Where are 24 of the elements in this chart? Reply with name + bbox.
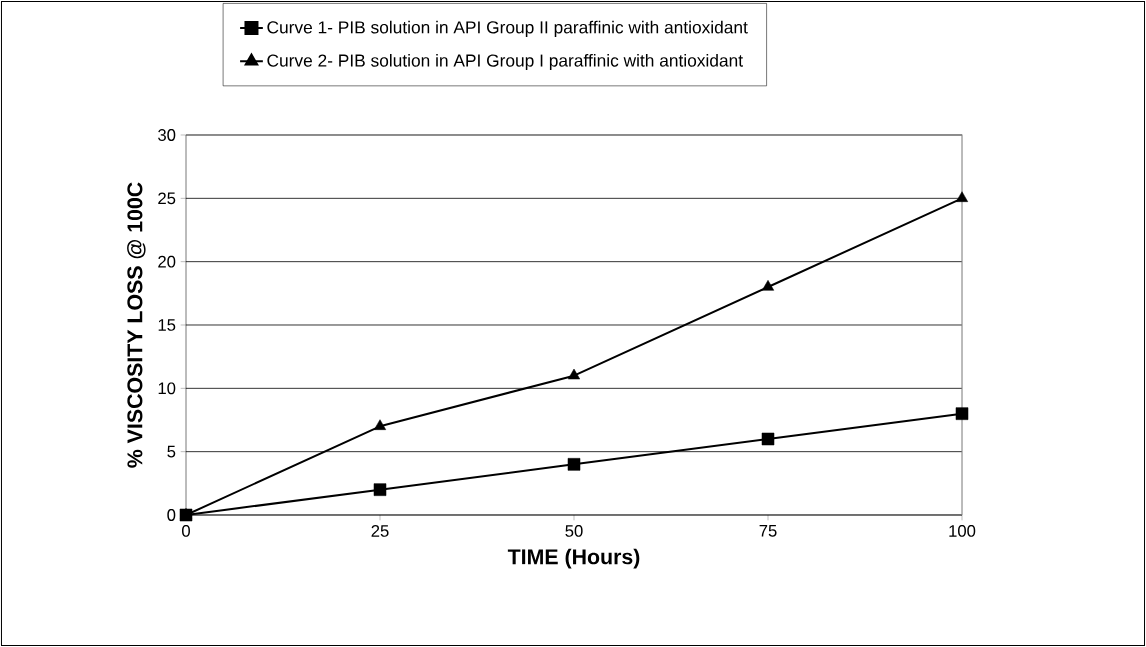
y-tick-label: 30 [158,129,176,141]
point [761,432,775,446]
y-tick-label: 10 [158,382,176,395]
point [955,191,969,202]
point [373,483,387,496]
x-axis-title: TIME (Hours) [507,548,640,569]
legend-label: Curve 1- PIB solution in API Group II paraffinic with antioxidant [267,20,748,37]
y-tick-label: 15 [158,319,176,331]
point [955,407,969,420]
point [567,458,581,471]
point [761,280,775,291]
legend-label: Curve 2- PIB solution in API Group I paraffinic with antioxidant [267,53,743,71]
x-tick-label: 25 [371,525,389,537]
y-axis-title: % VISCOSITY LOSS @ 100C [127,182,146,468]
y-tick-label: 0 [167,509,176,521]
point [567,368,581,380]
x-tick-label: 100 [949,525,976,537]
y-tick-label: 20 [158,255,176,268]
x-tick-label: 50 [565,525,583,537]
x-tick-label: 0 [182,525,190,537]
point [373,419,387,430]
y-tick-label: 25 [158,192,176,205]
y-tick-label: 5 [167,445,176,458]
x-tick-label: 75 [759,525,777,537]
